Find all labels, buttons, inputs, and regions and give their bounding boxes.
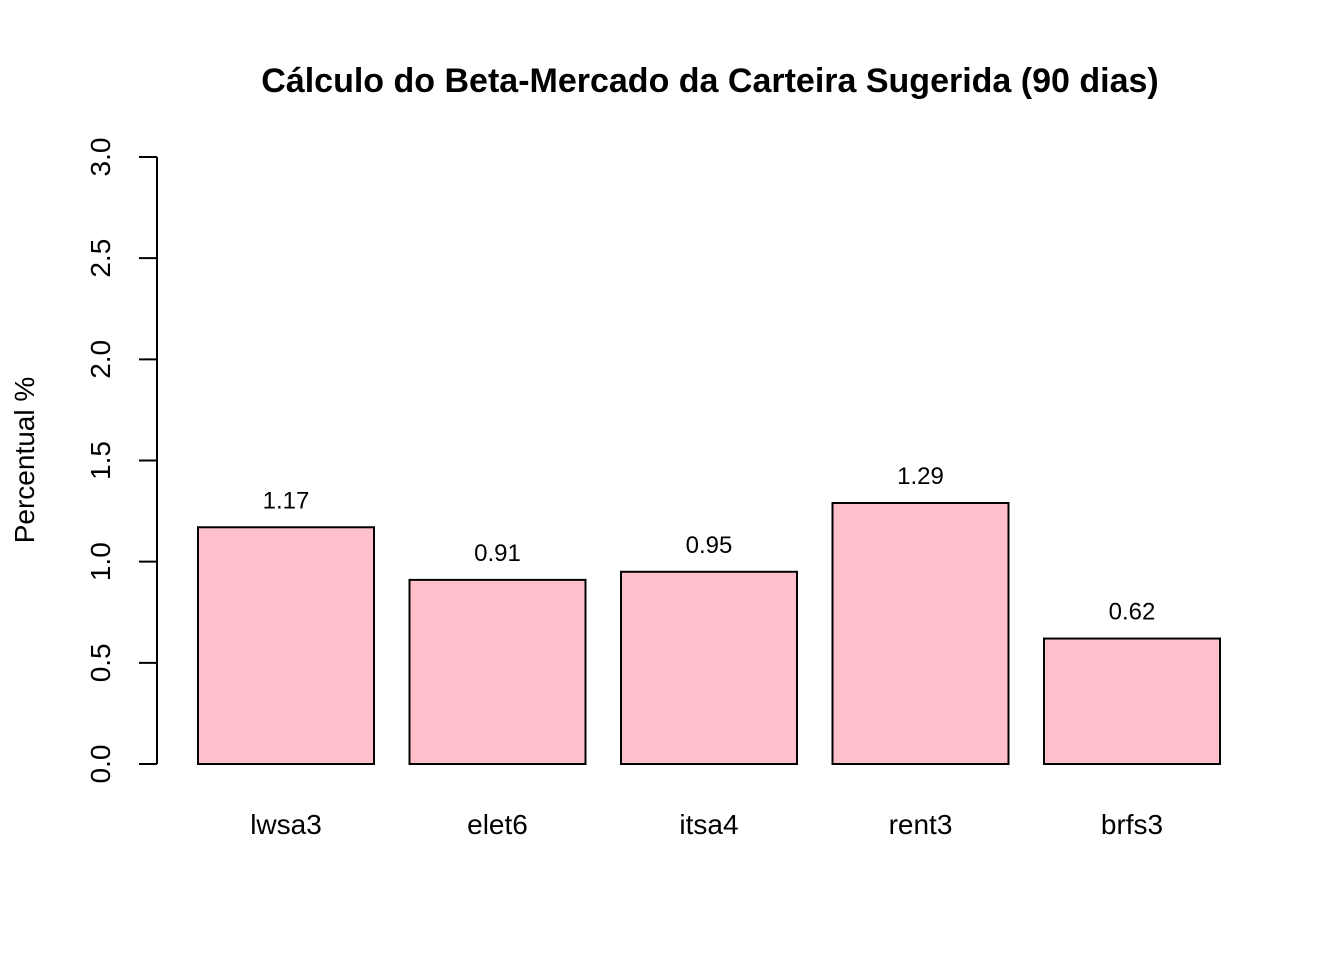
y-tick-label: 0.5 (85, 643, 116, 682)
bar-value-label: 0.95 (686, 532, 733, 559)
y-tick-label: 1.5 (85, 441, 116, 480)
category-labels: lwsa3 elet6 itsa4 rent3 brfs3 (250, 809, 1163, 840)
y-tick-label: 1.0 (85, 542, 116, 581)
x-category-label: lwsa3 (250, 809, 322, 840)
bar-value-label: 0.62 (1109, 599, 1156, 626)
bar (831, 501, 1010, 765)
bar-value-label: 0.91 (474, 540, 521, 567)
bars (197, 501, 1221, 766)
bar (620, 570, 798, 765)
bar-value-label: 1.29 (897, 463, 944, 490)
x-category-label: itsa4 (679, 809, 738, 840)
y-tick-label: 3.0 (85, 138, 116, 177)
y-tick-label: 2.0 (85, 340, 116, 379)
y-tick-label: 0.0 (85, 745, 116, 784)
y-tick-label: 2.5 (85, 239, 116, 278)
bar (1043, 637, 1221, 766)
bar (408, 578, 587, 765)
x-category-label: brfs3 (1101, 809, 1163, 840)
y-axis: 0.0 0.5 1.0 1.5 2.0 2.5 3.0 (85, 138, 158, 784)
data-labels: 1.17 0.91 0.95 1.29 0.62 (263, 463, 1156, 626)
bar (197, 526, 375, 766)
x-category-label: elet6 (467, 809, 528, 840)
x-category-label: rent3 (889, 809, 953, 840)
bar-value-label: 1.17 (263, 487, 310, 514)
chart-title: Cálculo do Beta-Mercado da Carteira Suge… (261, 62, 1158, 100)
y-axis-label: Percentual % (9, 377, 40, 544)
